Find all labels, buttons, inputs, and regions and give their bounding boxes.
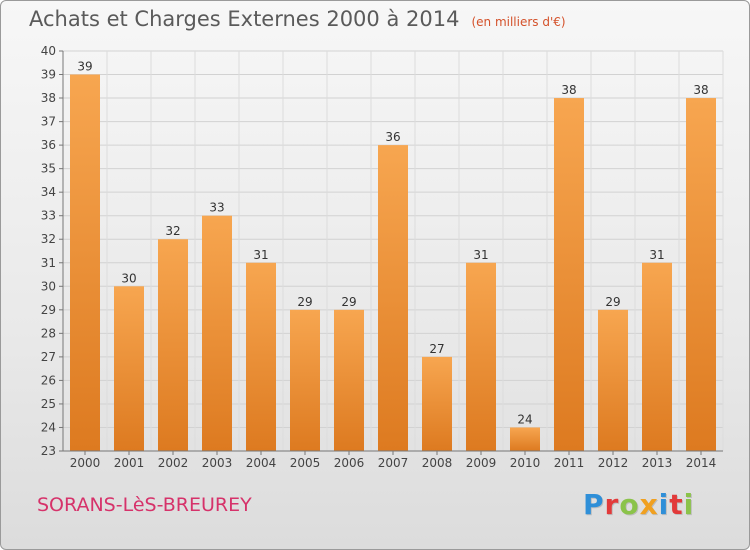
bar-2002 [158, 239, 188, 451]
y-tick-label: 32 [41, 232, 56, 246]
y-axis: 23 24 25 26 27 28 29 30 31 32 33 34 35 36 37 38 39 40 [41, 44, 64, 458]
data-label-2011: 38 [561, 83, 576, 97]
y-tick-label: 31 [41, 256, 56, 270]
bar-2007 [378, 145, 408, 451]
y-tick-label: 36 [41, 138, 56, 152]
x-tick-label-2000: 2000 [70, 456, 101, 470]
y-tick-label: 33 [41, 209, 56, 223]
x-tick-label-2004: 2004 [246, 456, 277, 470]
y-tick-label: 39 [41, 68, 56, 82]
x-tick-label-2009: 2009 [466, 456, 497, 470]
x-tick-label-2003: 2003 [202, 456, 233, 470]
bar-2004 [246, 262, 276, 451]
logo-letter: t [669, 488, 684, 521]
y-tick-label: 26 [41, 373, 56, 387]
data-label-2010: 24 [517, 412, 532, 426]
chart-title: Achats et Charges Externes 2000 à 2014 [29, 7, 460, 31]
bar-2008 [422, 356, 452, 451]
logo-letter: i [683, 488, 695, 521]
x-tick-label-2013: 2013 [642, 456, 673, 470]
x-tick-label-2002: 2002 [158, 456, 189, 470]
bar-2014 [686, 98, 716, 451]
x-tick-label-2007: 2007 [378, 456, 409, 470]
data-label-2005: 29 [297, 295, 312, 309]
bar-2001 [114, 286, 144, 451]
y-tick-label: 37 [41, 115, 56, 129]
bars [70, 74, 716, 451]
chart-subtitle: (en milliers d'€) [471, 15, 566, 29]
chart-header: Achats et Charges Externes 2000 à 2014 (… [29, 7, 566, 37]
x-tick-label-2006: 2006 [334, 456, 365, 470]
logo-letter: P [583, 488, 605, 521]
bar-2009 [466, 262, 496, 451]
y-tick-label: 25 [41, 397, 56, 411]
y-tick-label: 23 [41, 444, 56, 458]
y-tick-label: 35 [41, 162, 56, 176]
x-tick-label-2011: 2011 [554, 456, 585, 470]
data-label-2000: 39 [77, 60, 92, 74]
data-labels: 39 30 32 33 31 29 29 36 27 31 24 38 29 31 38 [77, 60, 708, 427]
y-tick-label: 38 [41, 91, 56, 105]
commune-name: SORANS-LèS-BREUREY [37, 494, 252, 516]
x-tick-label-2010: 2010 [510, 456, 541, 470]
y-tick-label: 28 [41, 326, 56, 340]
x-tick-label-2001: 2001 [114, 456, 145, 470]
bar-2005 [290, 309, 320, 451]
data-label-2013: 31 [649, 248, 664, 262]
data-label-2006: 29 [341, 295, 356, 309]
x-tick-label-2008: 2008 [422, 456, 453, 470]
y-tick-label: 40 [41, 44, 56, 58]
data-label-2009: 31 [473, 248, 488, 262]
y-tick-label: 34 [41, 185, 56, 199]
bar-2010 [510, 427, 540, 451]
y-tick-label: 29 [41, 303, 56, 317]
x-tick-label-2005: 2005 [290, 456, 321, 470]
data-label-2003: 33 [209, 201, 224, 215]
proxiti-logo: Proxiti [583, 488, 694, 521]
x-axis: 2000 2001 2002 2003 2004 2005 2006 2007 2008 2009… [63, 450, 723, 470]
bar-2003 [202, 215, 232, 451]
data-label-2001: 30 [121, 271, 136, 285]
logo-letter: r [604, 488, 620, 521]
logo-letter: o [619, 488, 640, 521]
data-label-2004: 31 [253, 248, 268, 262]
bar-2000 [70, 74, 100, 451]
data-label-2002: 32 [165, 224, 180, 238]
bar-2013 [642, 262, 672, 451]
data-label-2007: 36 [385, 130, 400, 144]
data-label-2012: 29 [605, 295, 620, 309]
bar-2006 [334, 309, 364, 451]
x-tick-label-2012: 2012 [598, 456, 629, 470]
y-tick-label: 24 [41, 420, 56, 434]
logo-letter: x [639, 488, 659, 521]
x-tick-label-2014: 2014 [686, 456, 717, 470]
data-label-2008: 27 [429, 342, 444, 356]
y-tick-label: 30 [41, 279, 56, 293]
logo-letter: i [658, 488, 670, 521]
bar-2012 [598, 309, 628, 451]
data-label-2014: 38 [693, 83, 708, 97]
bar-2011 [554, 98, 584, 451]
y-tick-label: 27 [41, 350, 56, 364]
